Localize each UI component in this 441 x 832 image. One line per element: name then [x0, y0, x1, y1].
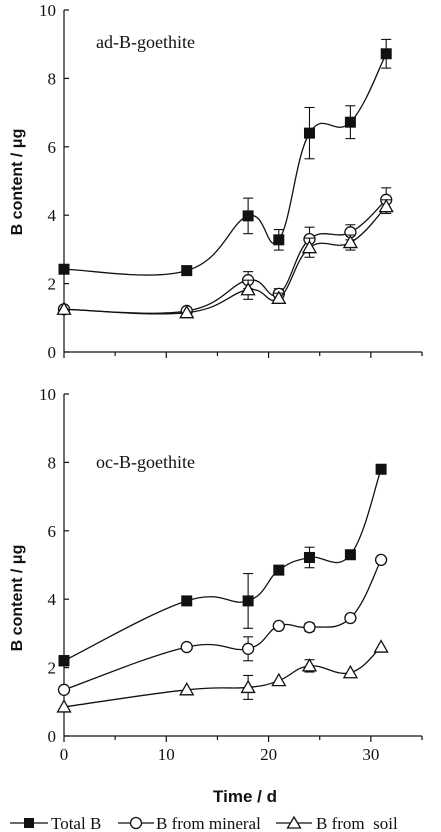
data-point-square [58, 655, 70, 667]
data-point-triangle [240, 281, 256, 296]
y-tick-label: 4 [48, 206, 57, 225]
data-point-square [303, 551, 315, 563]
y-tick-label: 10 [39, 385, 56, 404]
series-b-from-soil [56, 639, 389, 713]
legend-item-b-from-soil: B from soil [276, 814, 398, 832]
data-point-triangle [271, 672, 287, 687]
data-point-square [242, 210, 254, 222]
data-point-triangle [373, 639, 389, 653]
data-point-triangle [240, 679, 256, 694]
data-point-triangle [56, 301, 72, 315]
legend-item-b-from-mineral: B from mineral [118, 814, 261, 832]
data-point-circle [344, 611, 357, 625]
y-tick-label: 2 [48, 659, 57, 678]
y-tick-label: 8 [48, 453, 57, 472]
data-point-circle [303, 621, 316, 634]
panel-annotation: ad-B-goethite [96, 32, 195, 52]
legend: Total B B from mineral B from soil [10, 814, 398, 832]
data-point-circle [241, 642, 255, 655]
data-point-square [344, 116, 356, 128]
data-point-triangle [342, 664, 359, 679]
y-tick-label: 6 [48, 138, 57, 157]
data-point-square [273, 234, 285, 246]
x-axis-label: Time / d [213, 787, 277, 806]
data-point-square [344, 549, 356, 561]
data-point-square [303, 127, 315, 139]
series-total-b [58, 463, 387, 667]
panel-ad-b-goethite: ad-B-goethite B content / μg 0 2 4 6 8 10 [9, 1, 423, 362]
data-point-square [181, 265, 193, 277]
series-line [63, 646, 382, 708]
series-b-from-mineral [57, 553, 388, 696]
data-point-triangle [271, 290, 287, 304]
data-point-triangle [342, 234, 359, 249]
legend-item-total-b: Total B [10, 814, 101, 832]
series-line [63, 469, 382, 662]
legend-label: Total B [51, 814, 101, 832]
y-tick-label: 2 [48, 275, 57, 294]
data-point-square [380, 48, 392, 60]
data-point-triangle [56, 699, 72, 713]
y-axis-label: B content / μg [9, 129, 26, 236]
data-point-triangle [179, 304, 195, 319]
y-tick-label: 4 [48, 590, 57, 609]
x-tick-label: 10 [158, 745, 175, 764]
series-line [63, 206, 387, 315]
series-line [63, 53, 387, 276]
data-point-square [273, 564, 285, 576]
data-point-square [58, 263, 70, 275]
data-point-circle [180, 640, 193, 654]
data-point-triangle [301, 239, 318, 254]
y-tick-label: 6 [48, 522, 57, 541]
panel-annotation: oc-B-goethite [96, 452, 195, 472]
series-b-from-mineral [57, 187, 393, 318]
series-line [63, 199, 387, 314]
y-tick-label: 0 [48, 343, 57, 362]
legend-label: B from mineral [156, 814, 261, 832]
y-tick-label: 10 [39, 1, 56, 20]
y-tick-label: 8 [48, 69, 57, 88]
series-b-from-soil [56, 198, 394, 319]
x-tick-label: 0 [60, 745, 69, 764]
y-tick-label: 0 [48, 727, 57, 746]
data-point-circle [57, 683, 71, 696]
panel-oc-b-goethite: oc-B-goethite B content / μg Time / d 0 2… [9, 385, 423, 806]
data-point-square [375, 463, 387, 475]
data-point-circle [272, 619, 285, 633]
series-line [63, 559, 382, 691]
x-tick-label: 30 [362, 745, 379, 764]
data-point-circle [374, 553, 388, 567]
data-point-triangle [378, 198, 394, 213]
x-tick-label: 20 [260, 745, 277, 764]
data-point-triangle [301, 658, 318, 672]
data-point-triangle [179, 682, 195, 696]
series-total-b [58, 38, 392, 277]
data-point-square [181, 595, 193, 607]
legend-label: B from soil [316, 814, 398, 832]
y-axis-label: B content / μg [9, 545, 26, 652]
data-point-square [242, 595, 254, 607]
